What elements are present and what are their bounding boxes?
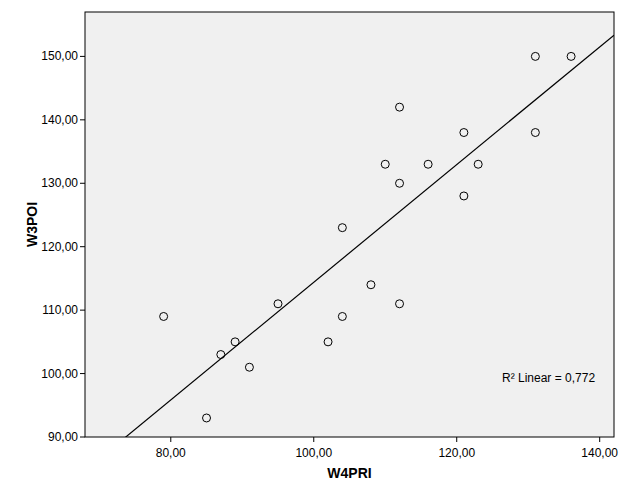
point [396,300,404,308]
chart: 80,00 100,00 120,00 140,00 90,00 100,00 110,00… [0,0,629,504]
plot-marks [85,35,614,437]
fit-line [85,35,614,437]
y-tick [80,56,85,57]
point [274,300,282,308]
point [424,160,432,168]
point [396,179,404,187]
point [338,224,346,232]
y-tick [80,119,85,120]
y-tick-label: 150,00 [41,49,78,63]
point [460,192,468,200]
point [245,363,253,371]
x-tick-label: 80,00 [156,446,186,460]
y-tick [80,437,85,438]
point [396,103,404,111]
point [381,160,389,168]
point [531,52,539,60]
y-tick [80,373,85,374]
point [367,281,375,289]
point [160,312,168,320]
point [231,338,239,346]
annotation: R² Linear = 0,772 [502,371,595,385]
y-tick-label: 100,00 [41,367,78,381]
x-tick-label: 140,00 [581,446,618,460]
point [567,52,575,60]
x-tick [313,437,314,442]
plot-area [85,12,614,437]
y-tick-label: 110,00 [42,303,78,317]
y-tick-label: 120,00 [41,240,78,254]
x-tick [170,437,171,442]
x-tick [456,437,457,442]
x-tick-label: 120,00 [438,446,475,460]
point [460,129,468,137]
point [217,351,225,359]
x-tick-label: 100,00 [295,446,332,460]
point [474,160,482,168]
y-tick-label: 130,00 [41,176,78,190]
point [203,414,211,422]
x-axis-label: W4PRI [327,465,371,481]
y-tick [80,310,85,311]
point [531,129,539,137]
y-tick-label: 90,00 [48,430,78,444]
y-axis-label: W3POI [24,202,40,247]
point [324,338,332,346]
y-tick [80,246,85,247]
point [338,312,346,320]
y-tick [80,183,85,184]
y-tick-label: 140,00 [41,113,78,127]
x-tick [599,437,600,442]
